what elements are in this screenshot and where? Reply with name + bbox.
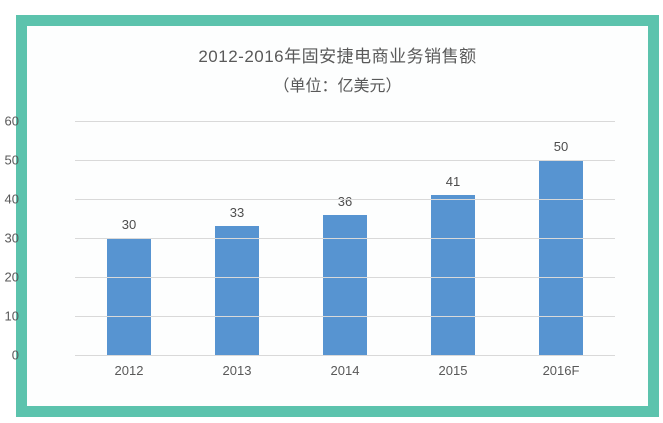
bar-value-label-2016F: 50 xyxy=(553,139,569,154)
y-tick-label-0: 0 xyxy=(11,347,19,363)
gridline-y-20 xyxy=(75,276,615,278)
chart-frame: 2012-2016年固安捷电商业务销售额 （单位：亿美元） 0 10 20 30 40 5… xyxy=(5,15,659,417)
x-tick-label-2013: 2013 xyxy=(222,363,252,378)
x-axis: 2012 2013 2014 2015 2016F xyxy=(75,363,615,378)
bar-slot-2012: 30 xyxy=(75,121,183,355)
bar-value-label-2013: 33 xyxy=(229,205,245,221)
bar-slot-2016F: 50 xyxy=(507,121,615,355)
x-tick-label-2015: 2015 xyxy=(438,363,468,378)
gridline-y-60 xyxy=(75,121,615,122)
y-axis: 0 10 20 30 40 50 60 xyxy=(0,114,19,363)
gridline-y-10 xyxy=(75,316,615,317)
gridline-y-50 xyxy=(75,159,615,161)
bar-value-label-2012: 30 xyxy=(121,217,137,232)
y-tick-label-10: 10 xyxy=(4,308,19,324)
gridline-y-30 xyxy=(75,238,615,239)
y-tick-label-40: 40 xyxy=(4,191,19,207)
bar-2013 xyxy=(215,226,259,355)
x-tick-label-2012: 2012 xyxy=(114,363,144,378)
plot-area: 30 33 36 41 50 xyxy=(75,121,615,356)
y-tick-label-30: 30 xyxy=(4,230,19,246)
y-tick-label-20: 20 xyxy=(4,269,19,285)
bars-row: 30 33 36 41 50 xyxy=(75,121,615,355)
bar-2015 xyxy=(431,195,475,355)
chart-subtitle: （单位：亿美元） xyxy=(273,78,402,95)
bar-value-label-2015: 41 xyxy=(445,174,461,190)
gridline-y-0 xyxy=(75,355,615,356)
x-tick-label-2016F: 2016F xyxy=(542,363,580,378)
gridline-y-40 xyxy=(75,198,615,200)
bar-slot-2013: 33 xyxy=(183,121,291,355)
x-tick-label-2014: 2014 xyxy=(330,363,360,378)
bar-2014 xyxy=(323,214,367,355)
bar-2012 xyxy=(107,238,151,355)
bar-2016F xyxy=(539,160,583,355)
y-tick-label-50: 50 xyxy=(4,152,19,168)
y-tick-label-60: 60 xyxy=(4,113,19,129)
bar-slot-2015: 41 xyxy=(399,121,507,355)
chart-title: 2012-2016年固安捷电商业务销售额 xyxy=(198,47,477,66)
bar-value-label-2014: 36 xyxy=(337,193,353,209)
